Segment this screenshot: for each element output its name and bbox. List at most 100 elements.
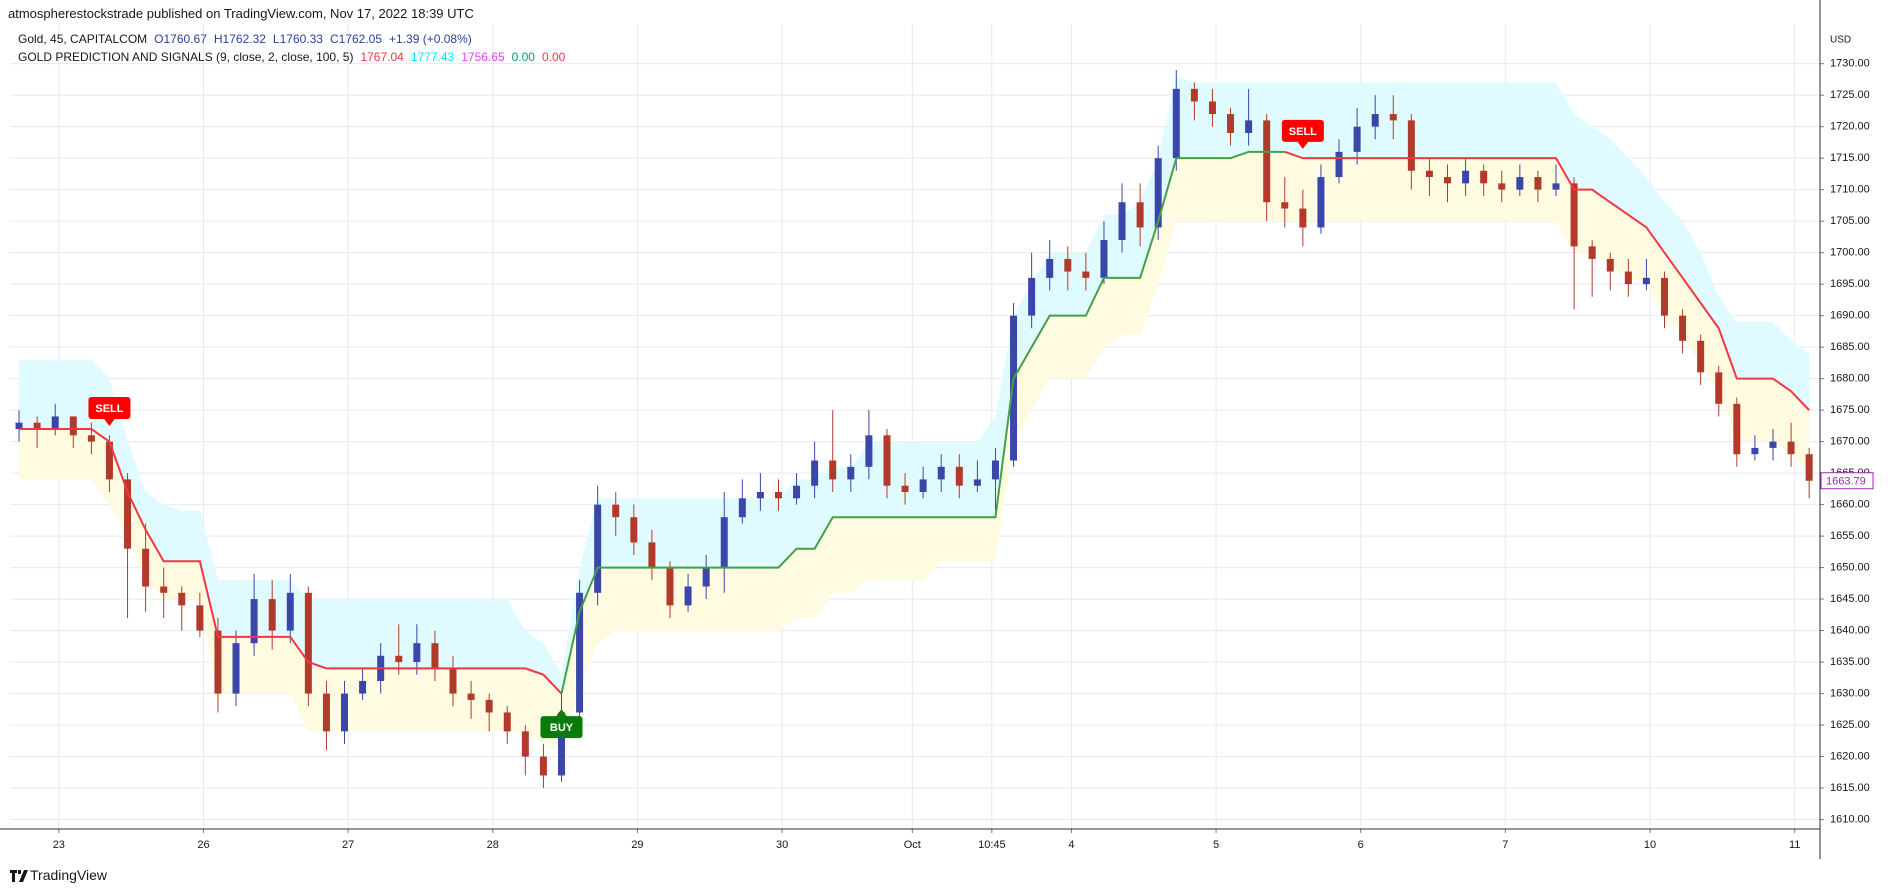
y-tick-label: 1720.00: [1830, 121, 1870, 133]
candle-body: [1046, 258, 1054, 278]
candle-body: [87, 435, 95, 442]
signal-label: SELL: [95, 403, 123, 415]
candle-body: [1425, 170, 1433, 178]
y-tick-label: 1645.00: [1830, 593, 1870, 605]
candle-body: [33, 422, 41, 430]
candle-body: [467, 693, 475, 700]
candle-body: [1624, 271, 1632, 285]
y-tick-label: 1700.00: [1830, 247, 1870, 259]
candle-body: [1679, 315, 1687, 341]
candle-body: [15, 422, 23, 430]
candle-body: [105, 441, 113, 480]
candle-body: [937, 466, 945, 480]
y-tick-label: 1615.00: [1830, 782, 1870, 794]
candle-body: [51, 416, 59, 430]
candle-body: [1353, 126, 1361, 152]
candle-body: [1389, 114, 1397, 121]
x-tick-label: 27: [342, 839, 354, 851]
candle-body: [485, 699, 493, 713]
x-tick-label: 23: [53, 839, 65, 851]
candle-body: [1552, 183, 1560, 190]
candle-body: [1570, 183, 1578, 247]
candle-body: [557, 712, 565, 776]
candle-body: [1444, 177, 1452, 184]
candle-body: [431, 643, 439, 669]
candle-body: [1317, 177, 1325, 228]
candle-body: [973, 479, 981, 486]
y-tick-label: 1670.00: [1830, 436, 1870, 448]
candle-body: [883, 435, 891, 486]
indicator-legend: GOLD PREDICTION AND SIGNALS (9, close, 2…: [18, 50, 572, 64]
indicator-value: 1756.65: [461, 50, 505, 64]
candle-body: [793, 485, 801, 499]
signal-pointer: [103, 418, 116, 427]
currency: USD: [1830, 35, 1851, 46]
candle-body: [1462, 170, 1470, 184]
ohlc-value: O1760.67: [154, 32, 207, 46]
ohlc-value: H1762.32: [213, 32, 266, 46]
y-tick-label: 1710.00: [1830, 184, 1870, 196]
indicator-value: 1777.43: [410, 50, 455, 64]
symbol: Gold, 45, CAPITALCOM: [18, 32, 148, 46]
candle-body: [811, 460, 819, 486]
x-tick-label: 7: [1502, 839, 1508, 851]
candle-body: [1190, 88, 1198, 102]
candle-body: [630, 517, 638, 543]
candle-body: [395, 655, 403, 663]
candle-body: [738, 498, 746, 518]
candle-body: [1172, 88, 1180, 159]
indicator-name: GOLD PREDICTION AND SIGNALS (9, close, 2…: [18, 50, 354, 64]
candle-body: [1534, 177, 1542, 190]
candle-body: [214, 630, 222, 694]
signal-pointer: [1296, 140, 1309, 149]
candle-body: [286, 592, 294, 631]
y-tick-label: 1690.00: [1830, 310, 1870, 322]
candle-body: [648, 542, 656, 568]
candle-body: [1371, 114, 1379, 127]
candle-body: [1335, 151, 1343, 178]
candle-body: [1245, 120, 1253, 133]
candle-body: [774, 492, 782, 499]
y-tick-label: 1715.00: [1830, 152, 1870, 164]
candle-body: [1010, 315, 1018, 461]
candle-body: [919, 479, 927, 493]
y-tick-label: 1650.00: [1830, 562, 1870, 574]
y-tick-label: 1725.00: [1830, 89, 1870, 101]
y-tick-label: 1610.00: [1830, 813, 1870, 825]
y-tick-label: 1660.00: [1830, 499, 1870, 511]
y-tick-label: 1685.00: [1830, 341, 1870, 353]
x-tick-label: Oct: [904, 839, 921, 851]
candle-body: [720, 517, 728, 568]
candle-body: [1606, 258, 1614, 272]
candle-body: [178, 592, 186, 606]
brand: TradingView: [30, 867, 108, 883]
y-tick-label: 1620.00: [1830, 750, 1870, 762]
ohlc-value: C1762.05: [329, 32, 383, 46]
signal-label: BUY: [550, 722, 574, 734]
candle-body: [1588, 246, 1596, 259]
y-tick-label: 1630.00: [1830, 687, 1870, 699]
signal-box: [1281, 119, 1324, 142]
candle-body: [1136, 202, 1144, 228]
candle-body: [1407, 120, 1415, 171]
x-tick-label: 29: [631, 839, 643, 851]
candle-body: [684, 586, 692, 606]
candle-body: [1082, 271, 1090, 278]
candle-body: [1263, 120, 1271, 203]
candle-body: [1660, 277, 1668, 316]
candle-body: [69, 416, 77, 436]
candle-body: [865, 435, 873, 467]
indicator-value: 0.00: [511, 50, 535, 64]
candle-body: [847, 466, 855, 480]
indicator-value: 0.00: [541, 50, 566, 64]
candle-body: [901, 485, 909, 493]
candle-body: [1227, 114, 1235, 133]
y-tick-label: 1675.00: [1830, 404, 1870, 416]
candle-body: [1064, 258, 1072, 272]
candle-body: [1642, 277, 1650, 285]
candle-body: [1299, 208, 1307, 228]
candle-body: [612, 504, 620, 518]
y-tick-label: 1680.00: [1830, 373, 1870, 385]
x-tick-label: 6: [1358, 839, 1364, 851]
candle-body: [1480, 170, 1488, 184]
